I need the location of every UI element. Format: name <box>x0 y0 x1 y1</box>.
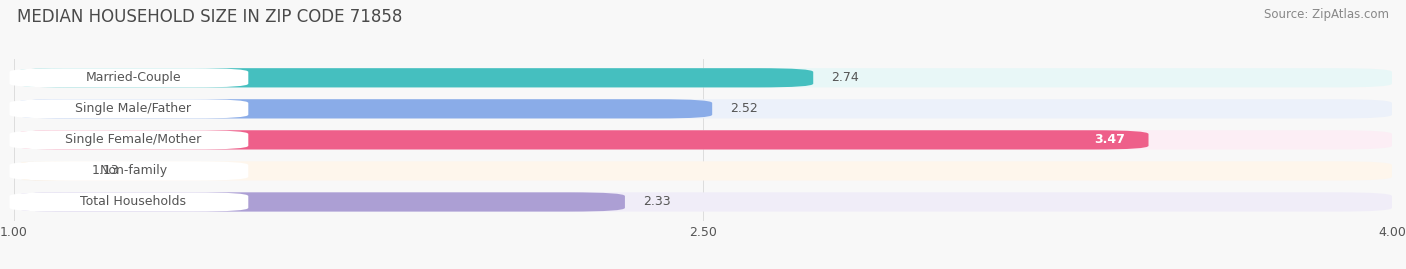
FancyBboxPatch shape <box>14 68 1392 87</box>
FancyBboxPatch shape <box>14 68 813 87</box>
FancyBboxPatch shape <box>14 192 1392 212</box>
Text: Total Households: Total Households <box>80 196 187 208</box>
FancyBboxPatch shape <box>14 161 73 180</box>
Text: 2.33: 2.33 <box>644 196 671 208</box>
Text: Single Female/Mother: Single Female/Mother <box>65 133 201 146</box>
Text: Married-Couple: Married-Couple <box>86 71 181 84</box>
Text: MEDIAN HOUSEHOLD SIZE IN ZIP CODE 71858: MEDIAN HOUSEHOLD SIZE IN ZIP CODE 71858 <box>17 8 402 26</box>
FancyBboxPatch shape <box>14 130 1392 150</box>
Text: Non-family: Non-family <box>100 164 167 178</box>
FancyBboxPatch shape <box>10 130 249 150</box>
FancyBboxPatch shape <box>10 99 249 118</box>
Text: 3.47: 3.47 <box>1095 133 1126 146</box>
FancyBboxPatch shape <box>10 192 249 212</box>
FancyBboxPatch shape <box>10 68 249 87</box>
FancyBboxPatch shape <box>14 161 1392 180</box>
FancyBboxPatch shape <box>10 161 249 180</box>
FancyBboxPatch shape <box>14 192 624 212</box>
FancyBboxPatch shape <box>14 99 713 118</box>
Text: 2.52: 2.52 <box>731 102 758 115</box>
Text: Source: ZipAtlas.com: Source: ZipAtlas.com <box>1264 8 1389 21</box>
FancyBboxPatch shape <box>14 99 1392 118</box>
Text: Single Male/Father: Single Male/Father <box>76 102 191 115</box>
Text: 2.74: 2.74 <box>831 71 859 84</box>
Text: 1.13: 1.13 <box>93 164 120 178</box>
FancyBboxPatch shape <box>14 130 1149 150</box>
